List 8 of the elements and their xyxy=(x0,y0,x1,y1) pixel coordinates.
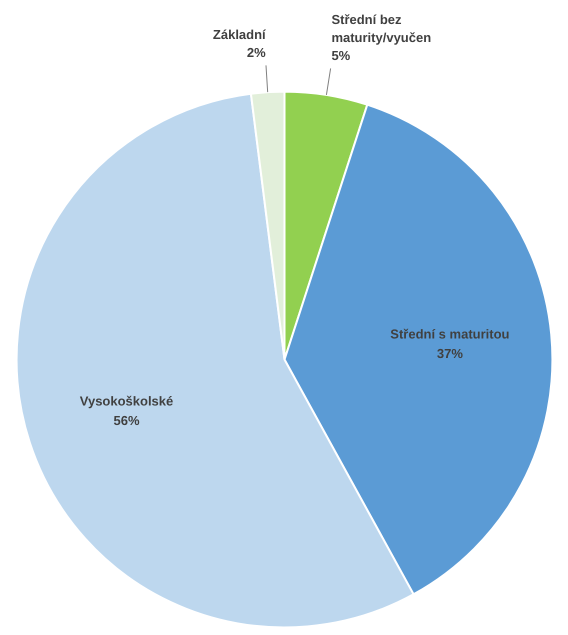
slice-label: Základní xyxy=(212,27,266,42)
slice-label: Střední s maturitou xyxy=(390,326,510,342)
slice-label: Vysokoškolské xyxy=(80,394,174,409)
data-label: 37% xyxy=(436,346,464,362)
data-label: 5% xyxy=(331,48,351,64)
data-label: 56% xyxy=(114,413,140,428)
data-label: 2% xyxy=(246,45,266,60)
slice-label: Střední bez maturity/vyučen xyxy=(331,12,432,46)
